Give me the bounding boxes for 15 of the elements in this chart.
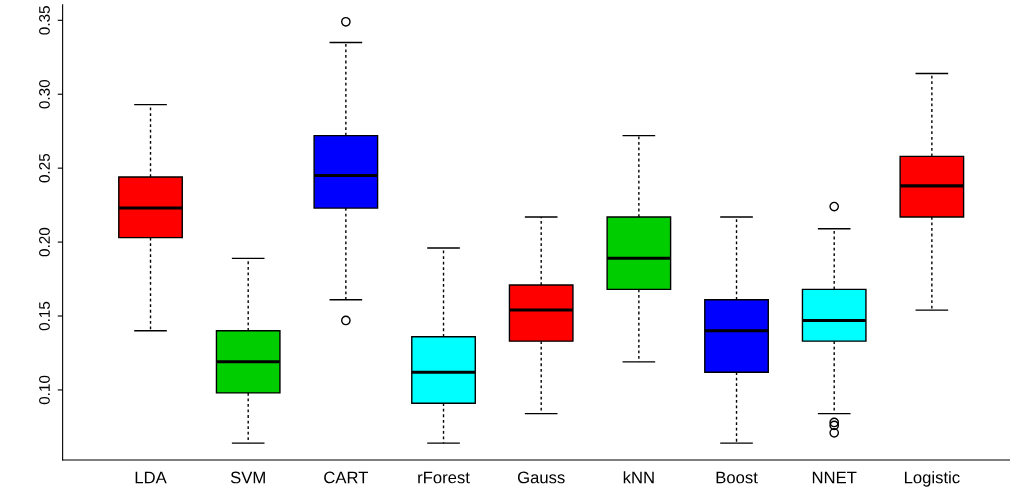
y-tick-label: 0.25 — [39, 153, 50, 183]
x-tick-label: rForest — [418, 471, 470, 484]
y-tick-label: 0.30 — [39, 79, 50, 109]
x-tick-label: kNN — [623, 471, 654, 484]
y-tick-label: 0.10 — [39, 375, 50, 405]
x-tick-label: Gauss — [517, 471, 565, 484]
y-tick-label: 0.20 — [39, 227, 50, 257]
x-tick-label: CART — [324, 471, 369, 484]
x-tick-label: Boost — [716, 471, 758, 484]
x-tick-label: SVM — [230, 471, 265, 484]
x-tick-label: Logistic — [904, 471, 960, 487]
y-tick-label: 0.15 — [39, 301, 50, 331]
x-tick-label: NNET — [812, 471, 857, 484]
y-tick-label: 0.35 — [39, 6, 50, 35]
x-tick-label: LDA — [135, 471, 167, 484]
